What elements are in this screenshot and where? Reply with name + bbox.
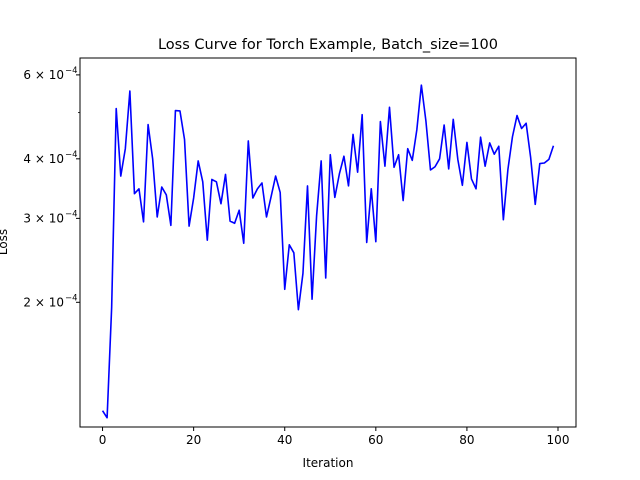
series-layer (101, 84, 555, 419)
x-tick-label: 100 (547, 433, 570, 447)
x-tick-label: 0 (99, 433, 107, 447)
x-tick-label: 80 (459, 433, 474, 447)
y-tick-label: 3 × 10 (23, 211, 64, 225)
x-axis-ticks: 0 20 40 60 80 100 (99, 427, 570, 447)
chart-title: Loss Curve for Torch Example, Batch_size… (158, 37, 498, 53)
loss-series-line-0 (101, 84, 555, 419)
y-tick-exponent: −4 (65, 150, 78, 160)
y-tick-exponent: −4 (65, 293, 78, 303)
x-axis-label: Iteration (303, 456, 354, 470)
y-axis-ticks: 2 × 10 −43 × 10 −44 × 10 −46 × 10 −4 (23, 66, 80, 309)
y-tick-exponent: −4 (65, 209, 78, 219)
x-tick-label: 60 (368, 433, 383, 447)
x-tick-label: 40 (277, 433, 292, 447)
x-tick-label: 20 (186, 433, 201, 447)
y-tick-label: 2 × 10 (23, 295, 64, 309)
y-axis-label: Loss (0, 229, 10, 255)
y-tick-exponent: −4 (65, 66, 78, 76)
y-tick-label: 6 × 10 (23, 68, 64, 82)
plot-area (80, 58, 576, 427)
y-tick-label: 4 × 10 (23, 152, 64, 166)
plot-frame (79, 57, 577, 428)
